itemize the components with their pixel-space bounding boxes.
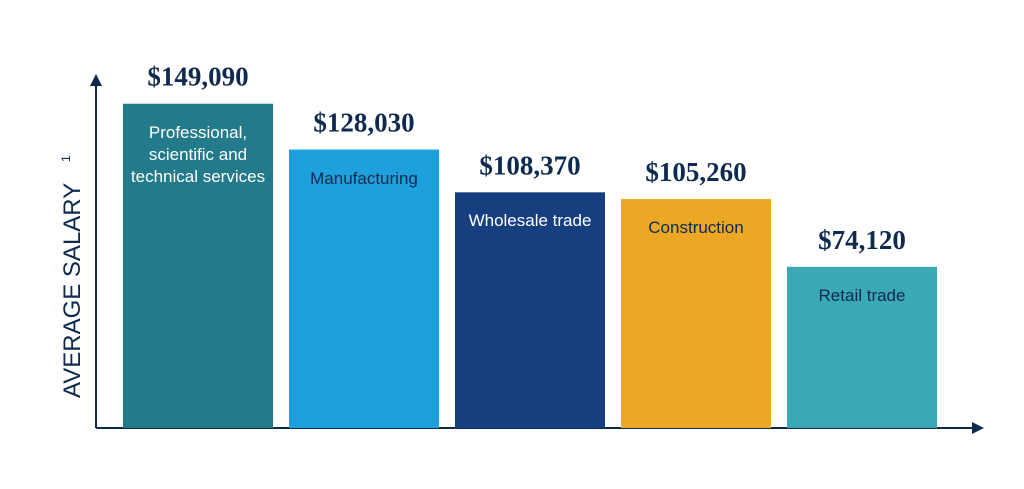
bar xyxy=(289,149,439,429)
y-label-note: 1 xyxy=(59,155,73,162)
y-arrow xyxy=(90,74,102,86)
value-label: $128,030 xyxy=(313,108,414,138)
value-label: $149,090 xyxy=(147,62,248,92)
bar xyxy=(455,192,605,428)
category-label: Manufacturing xyxy=(310,168,418,188)
bar xyxy=(123,103,273,428)
category-label: Professional, scientific and technical s… xyxy=(130,122,266,186)
bar xyxy=(621,199,771,428)
x-arrow xyxy=(972,422,984,434)
bar xyxy=(787,266,937,428)
value-label: $105,260 xyxy=(645,157,746,187)
value-label: $74,120 xyxy=(818,225,906,255)
category-label: Wholesale trade xyxy=(468,211,592,231)
category-label: Retail trade xyxy=(818,285,906,305)
category-label: Construction xyxy=(648,218,744,238)
y-label-group: AVERAGE SALARY 1 xyxy=(59,155,86,398)
y-label: AVERAGE SALARY xyxy=(59,183,86,398)
value-label: $108,370 xyxy=(479,150,580,180)
